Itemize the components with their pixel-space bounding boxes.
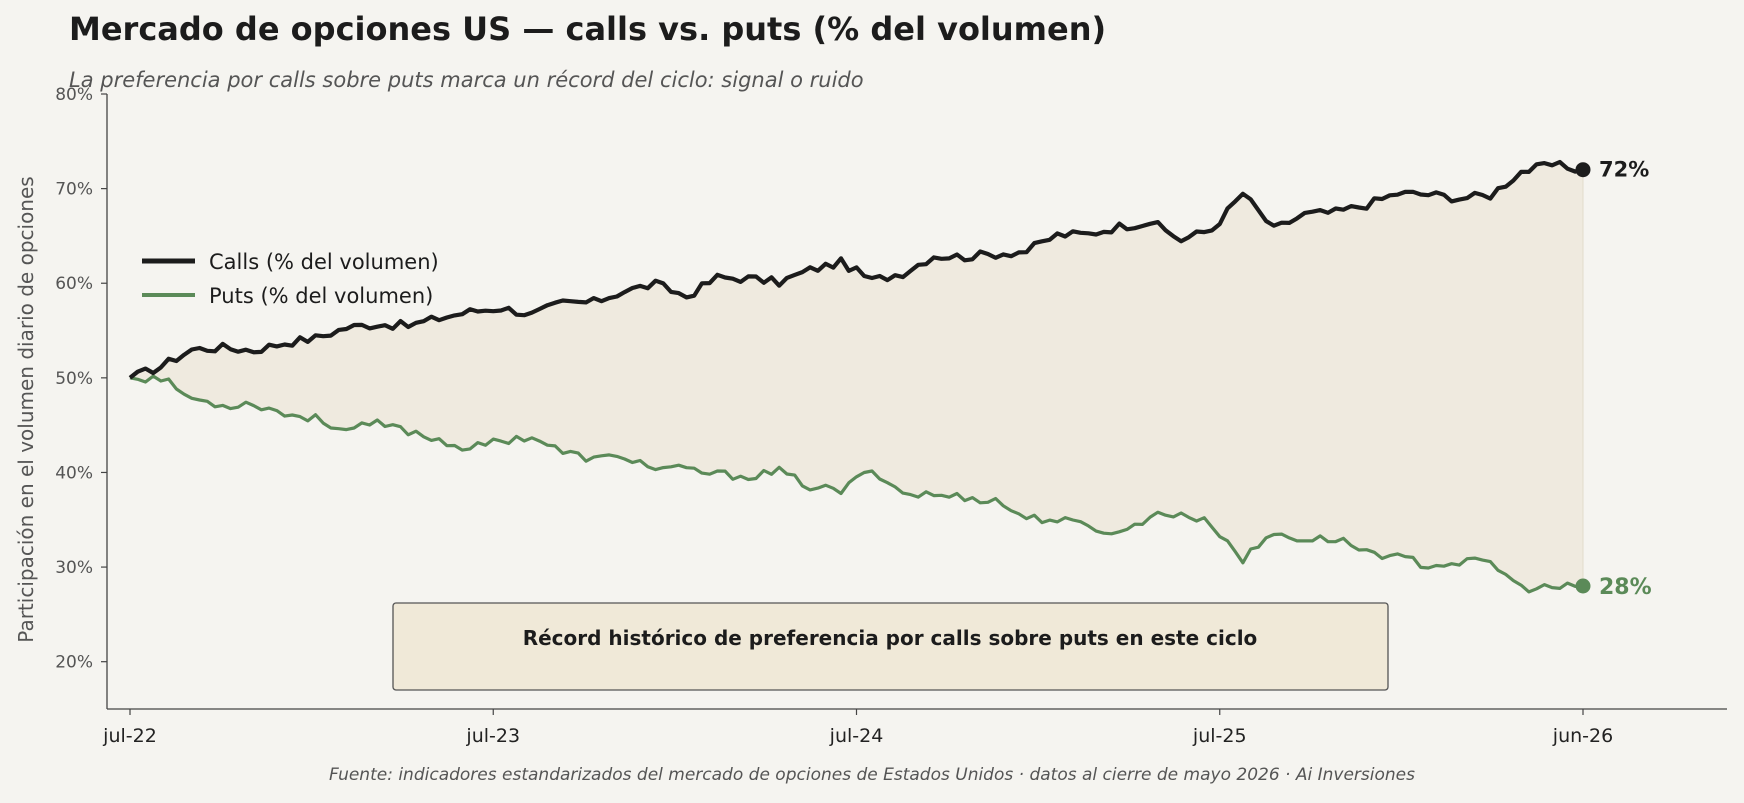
- y-axis-label: Participación en el volumen diario de op…: [14, 176, 38, 642]
- x-tick-label: jul-23: [465, 725, 520, 747]
- puts-series-line: [129, 374, 1584, 594]
- chart-subtitle: La preferencia por calls sobre puts marc…: [69, 68, 864, 92]
- y-tick-label: 50%: [55, 369, 93, 389]
- calls-series-line: [128, 159, 1584, 380]
- record-annotation-text: Récord histórico de preferencia por call…: [523, 626, 1258, 650]
- y-tick-label: 80%: [55, 85, 93, 105]
- legend-calls-label: Calls (% del volumen): [209, 250, 439, 274]
- spread-fill-area: [130, 162, 1583, 592]
- x-tick-label: jul-24: [829, 725, 884, 747]
- chart-title: Mercado de opciones US — calls vs. puts …: [69, 10, 1107, 48]
- calls-end-point: [1575, 162, 1591, 178]
- puts-end-point: [1575, 578, 1591, 594]
- x-tick-label: jul-25: [1192, 725, 1247, 747]
- x-tick-label: jul-22: [102, 725, 157, 747]
- record-annotation-box: [392, 602, 1389, 691]
- puts-end-label: 28%: [1599, 575, 1652, 600]
- x-tick-label: jun-26: [1552, 725, 1613, 747]
- legend-puts-label: Puts (% del volumen): [209, 284, 433, 308]
- y-tick-label: 40%: [55, 463, 93, 483]
- y-tick-label: 20%: [55, 653, 93, 673]
- y-tick-label: 30%: [55, 558, 93, 578]
- source-note: Fuente: indicadores estandarizados del m…: [328, 765, 1415, 785]
- y-tick-label: 70%: [55, 180, 93, 200]
- y-tick-label: 60%: [55, 274, 93, 294]
- calls-end-label: 72%: [1599, 158, 1649, 182]
